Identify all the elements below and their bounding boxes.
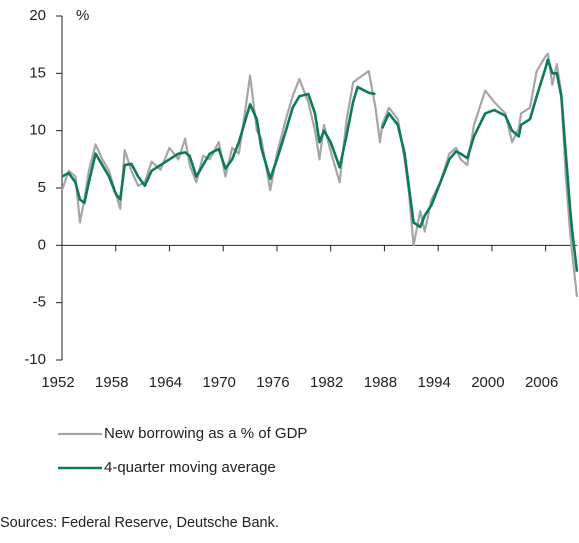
legend-label: 4-quarter moving average: [104, 459, 276, 476]
x-tick-label: 1964: [149, 374, 182, 391]
x-tick-label: 1952: [41, 374, 74, 391]
y-tick-label: 10: [29, 122, 46, 139]
y-tick-label: 15: [29, 64, 46, 81]
y-tick-label: 20: [29, 7, 46, 24]
series-line: [61, 58, 579, 272]
source-note: Sources: Federal Reserve, Deutsche Bank.: [0, 515, 279, 531]
legend-label: New borrowing as a % of GDP: [104, 425, 307, 442]
x-tick-label: 1976: [256, 374, 289, 391]
y-tick-label: 5: [38, 179, 46, 196]
y-unit: %: [76, 7, 89, 24]
x-tick-label: 2000: [471, 374, 504, 391]
x-tick-label: 1970: [203, 374, 236, 391]
x-tick-label: 1994: [417, 374, 450, 391]
y-tick-label: -5: [33, 294, 46, 311]
y-tick-label: -10: [24, 351, 46, 368]
x-tick-label: 1988: [364, 374, 397, 391]
x-tick-label: 2006: [525, 374, 558, 391]
y-tick-label: 0: [38, 236, 46, 253]
x-tick-label: 1982: [310, 374, 343, 391]
series-line: [60, 52, 579, 298]
x-tick-label: 1958: [95, 374, 128, 391]
